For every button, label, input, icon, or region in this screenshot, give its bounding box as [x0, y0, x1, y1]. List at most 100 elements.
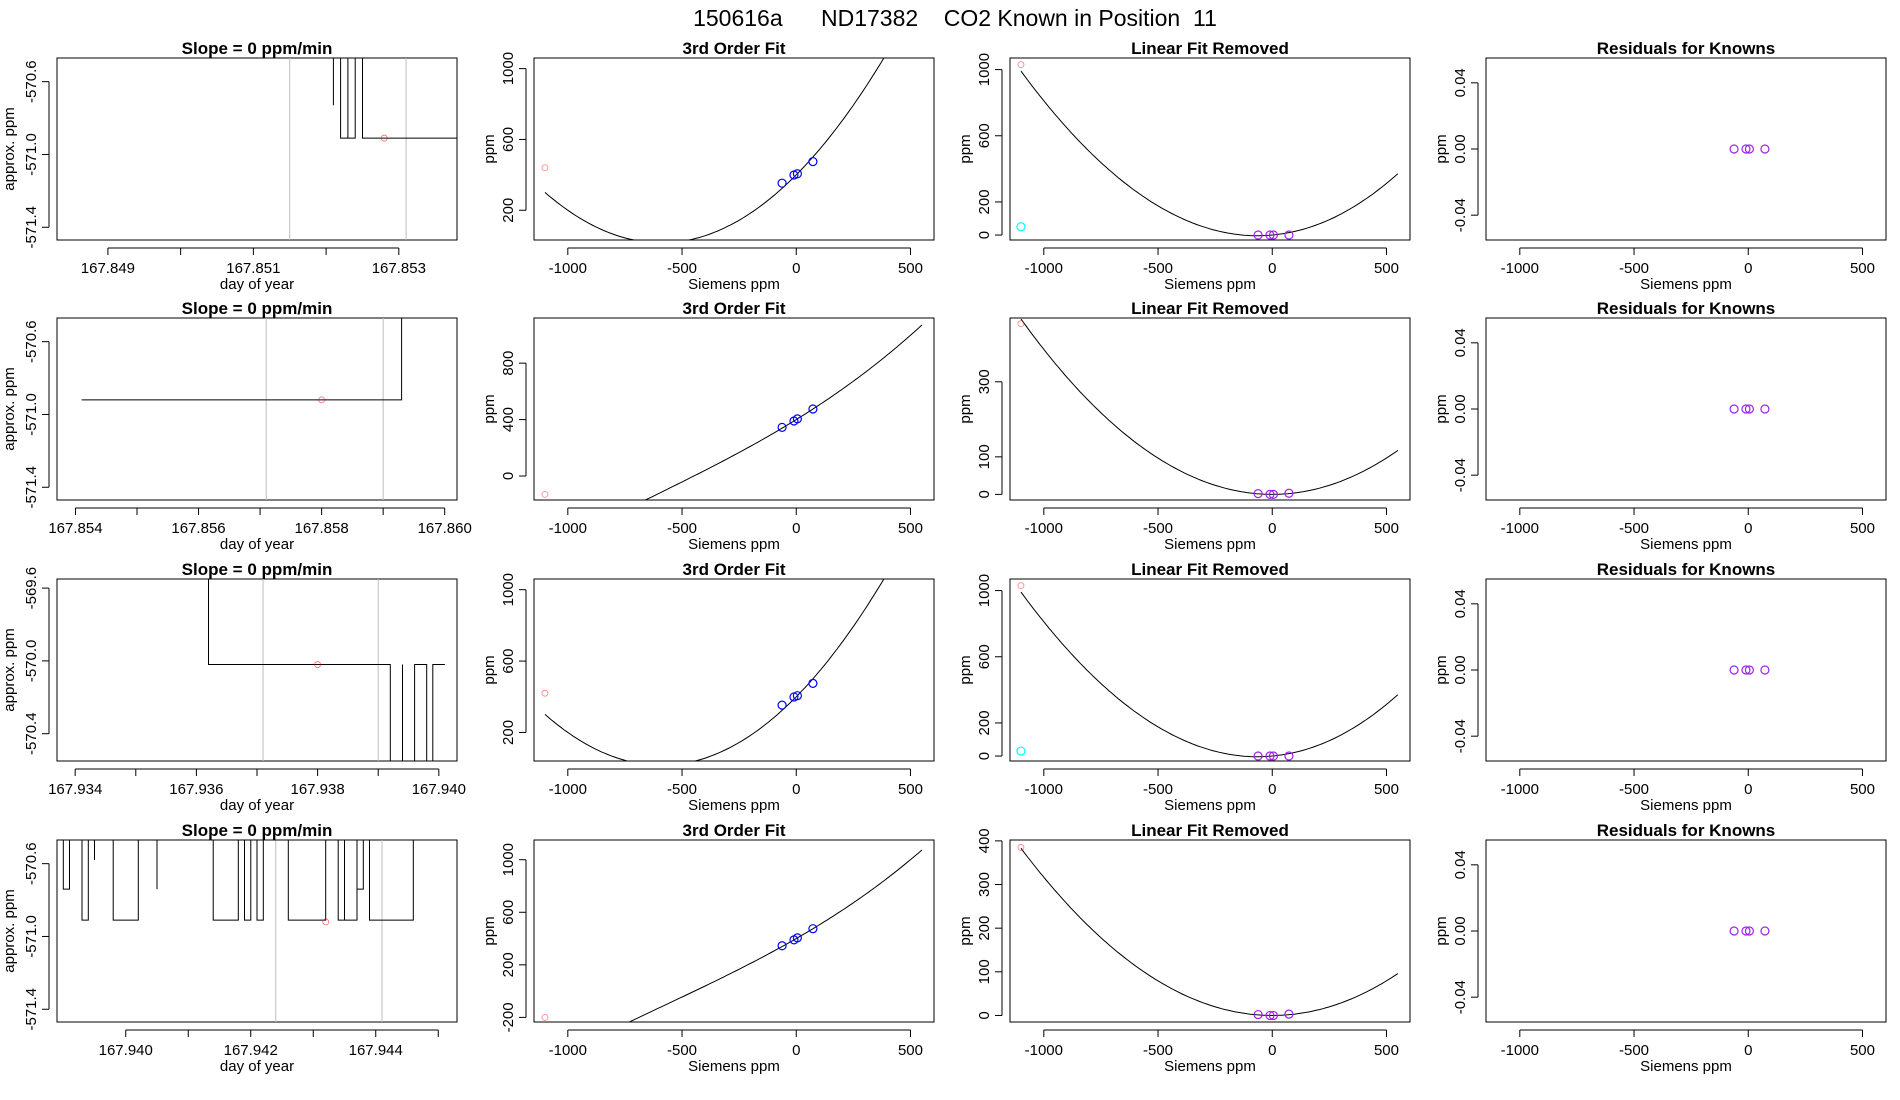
panel-time-r2: Slope = 0 ppm/min 167.854 167.856 167.858 16…	[1, 299, 472, 553]
y-tick-label: 200	[976, 710, 993, 735]
known-point	[808, 156, 818, 167]
residual-point	[1268, 489, 1278, 499]
residual-point	[1744, 144, 1754, 154]
x-tick-label: -500	[1619, 260, 1649, 277]
plot-frame	[56, 578, 458, 762]
known-point	[792, 933, 802, 943]
residual-point	[1284, 488, 1294, 498]
panel-linear-r4: Linear Fit Removed -1000 -500 0 500 Siemens p…	[957, 821, 1411, 1075]
y-tick-label: 0.04	[1452, 589, 1469, 618]
plot-area	[1017, 318, 1399, 499]
x-axis-label: Siemens ppm	[1164, 1058, 1256, 1075]
x-tick-label: -500	[667, 520, 697, 537]
x-tick-label: -500	[1619, 781, 1649, 798]
plot-frame	[533, 578, 935, 762]
y-axis-label: ppm	[481, 655, 498, 684]
plot-area	[541, 324, 923, 500]
plot-area	[1016, 61, 1399, 240]
panel-title: Residuals for Knowns	[1597, 560, 1776, 579]
x-axis-label: Siemens ppm	[1164, 276, 1256, 293]
y-tick-label: 600	[500, 900, 517, 925]
x-tick-label: 167.934	[48, 781, 102, 798]
y-axis-label: ppm	[481, 916, 498, 945]
y-tick-label: -0.04	[1452, 980, 1469, 1014]
y-tick-label: -571.4	[23, 206, 40, 249]
x-tick-label: 0	[1744, 1042, 1752, 1059]
plot-area	[1729, 665, 1770, 675]
plot-frame	[1485, 317, 1887, 501]
residual-point	[1741, 404, 1751, 414]
x-tick-label: -1000	[549, 520, 587, 537]
plot-frame	[56, 317, 458, 501]
mean-marker	[314, 661, 322, 668]
x-tick-label: -1000	[1501, 1042, 1539, 1059]
x-tick-label: 500	[1850, 1042, 1875, 1059]
y-tick-label: 1000	[976, 574, 993, 607]
y-tick-label: -571.0	[23, 133, 40, 176]
y-tick-label: -0.04	[1452, 719, 1469, 753]
y-tick-label: 0.00	[1452, 394, 1469, 423]
y-tick-label: -569.6	[23, 567, 40, 610]
y-axis-label: ppm	[1433, 916, 1450, 945]
y-tick-label: 0	[976, 231, 993, 239]
x-tick-label: 500	[898, 1042, 923, 1059]
plot-area	[1729, 404, 1770, 414]
y-tick-label: 100	[976, 444, 993, 469]
concentration-trace	[62, 840, 414, 921]
x-tick-label: 167.851	[226, 260, 280, 277]
x-tick-label: 0	[1268, 520, 1276, 537]
known-point	[777, 700, 787, 710]
x-axis-label: Siemens ppm	[688, 797, 780, 814]
plot-area	[62, 840, 414, 1022]
x-axis-label: Siemens ppm	[1640, 536, 1732, 553]
x-tick-label: 500	[898, 781, 923, 798]
x-tick-label: -500	[1143, 520, 1173, 537]
mean-marker	[380, 134, 388, 142]
panels-grid: Slope = 0 ppm/min 167.849 167.851 167.853 da…	[1, 39, 1887, 1075]
plot-frame	[56, 57, 458, 241]
residual-point	[1284, 751, 1294, 761]
known-point	[792, 169, 802, 179]
panel-title: Slope = 0 ppm/min	[182, 560, 333, 579]
residual-point	[1744, 665, 1754, 675]
x-tick-label: 0	[1744, 520, 1752, 537]
x-tick-label: 500	[1850, 520, 1875, 537]
y-tick-label: -571.4	[23, 466, 40, 509]
x-tick-label: 500	[1374, 781, 1399, 798]
residual-point	[1265, 230, 1275, 240]
x-tick-label: 0	[1268, 260, 1276, 277]
y-tick-label: 0.00	[1452, 134, 1469, 163]
residual-point	[1744, 404, 1754, 414]
residual-point	[1729, 404, 1739, 414]
y-tick-label: 100	[976, 959, 993, 984]
y-tick-label: 1000	[500, 573, 517, 606]
x-axis-label: Siemens ppm	[688, 1058, 780, 1075]
y-tick-label: -0.04	[1452, 458, 1469, 492]
unknown-point	[1017, 320, 1025, 328]
x-tick-label: 167.938	[290, 781, 344, 798]
panel-resid-r2: Residuals for Knowns -1000 -500 0 500 Siemens…	[1433, 299, 1887, 553]
x-tick-label: 0	[792, 781, 800, 798]
x-tick-label: 0	[792, 520, 800, 537]
panel-title: 3rd Order Fit	[683, 821, 786, 840]
panel-title: 3rd Order Fit	[683, 560, 786, 579]
x-tick-label: -1000	[1025, 781, 1063, 798]
panel-time-r1: Slope = 0 ppm/min 167.849 167.851 167.853 da…	[1, 39, 458, 293]
y-tick-label: -200	[500, 1002, 517, 1032]
residual-point	[1284, 1009, 1294, 1019]
y-tick-label: 200	[500, 198, 517, 223]
y-axis-label: approx. ppm	[1, 107, 18, 190]
y-tick-label: -571.4	[23, 988, 40, 1031]
residual-point	[1268, 230, 1278, 240]
x-axis-label: Siemens ppm	[1640, 1058, 1732, 1075]
x-tick-label: -1000	[1025, 260, 1063, 277]
concentration-trace	[81, 318, 403, 401]
x-axis-label: day of year	[220, 797, 294, 814]
panel-title: Slope = 0 ppm/min	[182, 39, 333, 58]
y-tick-label: 600	[976, 644, 993, 669]
x-tick-label: 167.944	[349, 1042, 403, 1059]
unknown-point	[541, 164, 549, 172]
plot-area	[1017, 844, 1399, 1021]
y-tick-label: 300	[976, 872, 993, 897]
